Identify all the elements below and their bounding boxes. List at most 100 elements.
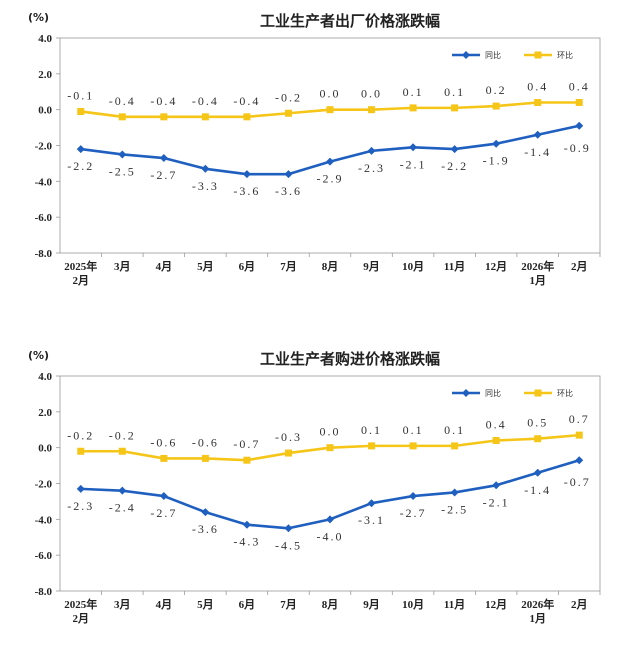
mom-data-label: -0.4 [192, 94, 219, 108]
plot-frame [59, 37, 601, 254]
yoy-data-label: -2.3 [67, 499, 94, 513]
mom-data-label: -0.2 [109, 428, 136, 442]
yoy-point [284, 170, 293, 179]
x-tick-label: 9月 [363, 598, 380, 611]
yoy-point [533, 468, 542, 477]
yoy-data-label: -4.3 [233, 535, 260, 549]
yoy-point [118, 150, 127, 159]
x-tick-label: 4月 [156, 598, 173, 611]
mom-point [492, 102, 500, 110]
yoy-point [492, 139, 501, 148]
yoy-point [409, 143, 418, 152]
mom-point [534, 435, 542, 443]
yoy-data-label: -2.9 [317, 172, 344, 186]
y-tick-label: -2.0 [35, 479, 53, 491]
mom-data-label: 0.1 [361, 423, 382, 437]
yoy-point [242, 520, 251, 529]
plot-frame [59, 375, 601, 592]
legend-label: 同比 [485, 50, 501, 60]
mom-point [368, 442, 376, 450]
yoy-point [118, 486, 127, 495]
legend-label: 环比 [557, 50, 573, 60]
x-tick-label: 7月 [280, 260, 297, 273]
mom-data-label: -0.7 [233, 437, 260, 451]
chart-title: 工业生产者出厂价格涨跌幅 [260, 12, 440, 30]
yoy-data-label: -3.6 [233, 184, 260, 198]
x-tick-label: 7月 [280, 598, 297, 611]
ppi-output-chart: 工业生产者出厂价格涨跌幅 (%) 4.0 2.0 0.0 -2.0 -4.0 -6.0 -8.0… [0, 0, 625, 310]
yoy-point [201, 164, 210, 173]
legend-marker-yoy [462, 389, 470, 397]
y-tick-label: 4.0 [38, 33, 52, 45]
y-tick-label: 2.0 [38, 407, 52, 419]
mom-data-label: 0.2 [486, 83, 507, 97]
x-tick-label: 5月 [197, 598, 214, 611]
mom-point [201, 454, 209, 462]
legend-marker-mom [534, 389, 542, 397]
yoy-data-label: -3.6 [192, 522, 219, 536]
x-tick-label: 11月 [444, 260, 465, 273]
mom-point [160, 113, 168, 121]
mom-data-label: 0.1 [403, 85, 424, 99]
x-tick-label: 6月 [239, 598, 256, 611]
yoy-point [450, 145, 459, 154]
y-tick-label: -2.0 [35, 141, 53, 153]
yoy-data-label: -2.7 [150, 168, 177, 182]
mom-point [326, 444, 334, 452]
ppi-purchase-chart-svg: 工业生产者购进价格涨跌幅 (%) 4.0 2.0 0.0 -2.0 -4.0 -6.0 -8.0… [28, 349, 601, 625]
mom-point [492, 437, 500, 444]
yoy-data-label: -3.1 [358, 513, 385, 527]
mom-data-label: -0.1 [67, 88, 94, 102]
yoy-data-label: -2.7 [150, 506, 177, 520]
yoy-point [367, 499, 376, 508]
x-tick-label: 2月 [571, 598, 588, 611]
chart-title: 工业生产者购进价格涨跌幅 [260, 350, 440, 368]
yoy-point [533, 130, 542, 139]
mom-data-label: 0.4 [569, 80, 590, 94]
yoy-data-label: -0.7 [564, 475, 591, 489]
x-tick-label: 9月 [363, 260, 380, 273]
yoy-point [284, 524, 293, 533]
y-axis-unit: (%) [28, 349, 49, 362]
mom-point [534, 99, 542, 106]
mom-data-label: 0.4 [486, 418, 507, 432]
mom-data-label: 0.0 [320, 425, 341, 439]
mom-point [451, 442, 459, 450]
yoy-data-label: -4.0 [317, 529, 344, 543]
mom-point [409, 442, 417, 450]
mom-point [326, 106, 334, 114]
mom-data-label: -0.6 [192, 435, 219, 449]
legend-marker-mom [534, 51, 542, 59]
yoy-data-label: -1.4 [524, 145, 551, 159]
mom-point [77, 107, 85, 115]
yoy-point [492, 481, 501, 490]
x-tick-label: 2025年 2月 [64, 259, 97, 287]
mom-data-label: -0.4 [233, 94, 260, 108]
mom-data-label: 0.1 [444, 423, 465, 437]
mom-data-label: -0.2 [67, 428, 94, 442]
y-tick-label: 4.0 [38, 371, 52, 383]
x-tick-label: 12月 [485, 598, 507, 611]
yoy-data-label: -2.4 [109, 501, 136, 515]
x-tick-label: 4月 [156, 260, 173, 273]
x-tick-label: 8月 [322, 260, 339, 273]
yoy-data-label: -1.9 [483, 154, 510, 168]
x-tick-label: 8月 [322, 598, 339, 611]
yoy-data-label: -2.5 [441, 502, 468, 516]
ppi-purchase-chart: 工业生产者购进价格涨跌幅 (%) 4.0 2.0 0.0 -2.0 -4.0 -6.0 -8.0… [0, 338, 625, 648]
yoy-data-label: -3.6 [275, 184, 302, 198]
yoy-data-label: -2.1 [483, 495, 510, 509]
mom-point [118, 447, 126, 455]
mom-point [451, 104, 459, 112]
mom-point [575, 431, 583, 439]
yoy-point [326, 157, 334, 166]
x-tick-label: 10月 [402, 260, 424, 273]
yoy-point [242, 170, 251, 179]
yoy-data-label: -2.2 [67, 159, 94, 173]
mom-data-label: -0.2 [275, 90, 302, 104]
x-tick-label: 2025年 2月 [64, 597, 97, 625]
yoy-point [326, 515, 334, 524]
yoy-data-label: -2.2 [441, 159, 468, 173]
yoy-data-label: -2.3 [358, 161, 385, 175]
yoy-data-label: -0.9 [564, 141, 591, 155]
